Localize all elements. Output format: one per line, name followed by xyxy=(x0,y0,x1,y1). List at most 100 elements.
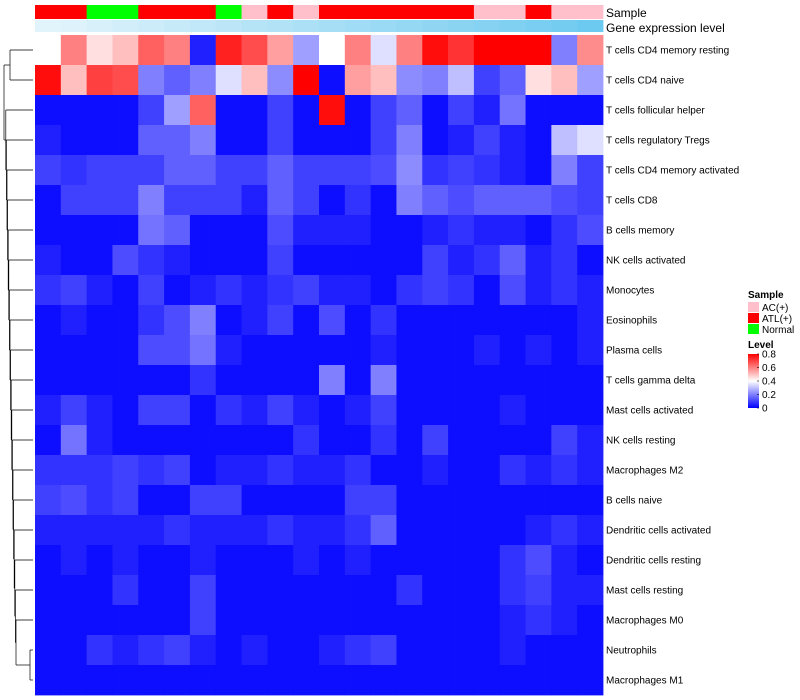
heatmap-cell xyxy=(344,515,372,546)
heatmap-cell xyxy=(370,575,397,606)
heatmap-cell xyxy=(422,635,449,666)
heatmap-cell xyxy=(525,635,552,666)
heatmap-cell xyxy=(60,545,88,576)
heatmap-cell xyxy=(551,545,578,576)
heatmap-cell xyxy=(525,545,552,576)
heatmap-cell xyxy=(499,545,526,576)
gene-annotation-cell xyxy=(86,20,113,32)
heatmap-cell xyxy=(293,155,320,186)
heatmap-cell xyxy=(344,35,372,66)
heatmap-cell xyxy=(551,365,578,396)
heatmap-cell xyxy=(164,395,191,426)
gene-annotation-cell xyxy=(473,20,501,32)
heatmap-cell xyxy=(86,215,113,246)
heatmap-cell xyxy=(189,125,217,156)
heatmap-cell xyxy=(577,35,604,66)
heatmap-cell xyxy=(189,245,217,276)
heatmap-cell xyxy=(112,185,139,216)
heatmap-cell xyxy=(189,215,217,246)
row-label: Plasma cells xyxy=(606,346,662,357)
heatmap-cell xyxy=(86,665,113,696)
heatmap-cell xyxy=(35,395,62,426)
row-label: B cells memory xyxy=(606,226,674,237)
gene-annotation-cell xyxy=(241,20,268,32)
heatmap-cell xyxy=(344,215,372,246)
heatmap-cell xyxy=(577,455,604,486)
heatmap-cell xyxy=(86,605,113,636)
heatmap-cell xyxy=(551,95,578,126)
heatmap-cell xyxy=(473,605,501,636)
sample-annotation-cell xyxy=(551,5,578,19)
heatmap-cell xyxy=(60,275,88,306)
sample-annotation-cell xyxy=(215,5,242,19)
heatmap-cell xyxy=(35,65,62,96)
heatmap-cell xyxy=(138,665,165,696)
heatmap-cell xyxy=(189,635,217,666)
heatmap-cell xyxy=(215,215,242,246)
heatmap-cell xyxy=(189,485,217,516)
heatmap-cell xyxy=(499,515,526,546)
heatmap-cell xyxy=(215,335,242,366)
heatmap-cell xyxy=(60,245,88,276)
heatmap-cell xyxy=(138,545,165,576)
heatmap-cell xyxy=(189,455,217,486)
heatmap-cell xyxy=(112,305,139,336)
sample-annotation-bar xyxy=(35,5,604,19)
gene-annotation-cell xyxy=(112,20,139,32)
heatmap-cell xyxy=(189,395,217,426)
heatmap-cell xyxy=(86,425,113,456)
sample-annotation-cell xyxy=(293,5,320,19)
heatmap-cell xyxy=(112,215,139,246)
heatmap-cell xyxy=(448,335,475,366)
heatmap-cell xyxy=(86,35,113,66)
heatmap-cell xyxy=(60,665,88,696)
heatmap-cell xyxy=(499,95,526,126)
heatmap-cell xyxy=(525,185,552,216)
heatmap-cell xyxy=(189,65,217,96)
heatmap-cell xyxy=(319,335,346,366)
heatmap-cell xyxy=(396,575,423,606)
heatmap-cell xyxy=(164,215,191,246)
heatmap-cell xyxy=(473,575,501,606)
heatmap-cell xyxy=(112,575,139,606)
heatmap-cell xyxy=(319,65,346,96)
heatmap-cell xyxy=(35,185,62,216)
heatmap-cell xyxy=(499,365,526,396)
sample-annotation-cell xyxy=(448,5,475,19)
heatmap-cell xyxy=(267,575,294,606)
heatmap-cell xyxy=(577,275,604,306)
heatmap-cell xyxy=(319,395,346,426)
heatmap-cell xyxy=(499,455,526,486)
heatmap-cell xyxy=(525,665,552,696)
heatmap-cell xyxy=(241,515,268,546)
heatmap-cell xyxy=(267,515,294,546)
heatmap-cell xyxy=(448,455,475,486)
heatmap-cell xyxy=(164,125,191,156)
row-label: Eosinophils xyxy=(606,316,657,327)
heatmap-cell xyxy=(344,65,372,96)
heatmap-cell xyxy=(577,215,604,246)
heatmap-cell xyxy=(551,125,578,156)
heatmap-cell xyxy=(138,575,165,606)
heatmap-cell xyxy=(499,335,526,366)
heatmap-cell xyxy=(370,605,397,636)
row-labels: T cells CD4 memory resting T cells CD4 na… xyxy=(606,46,739,687)
heatmap-cell xyxy=(293,275,320,306)
heatmap-cell xyxy=(164,305,191,336)
heatmap-cell xyxy=(60,635,88,666)
heatmap-cell xyxy=(499,605,526,636)
gene-annotation-cell xyxy=(577,20,604,32)
heatmap-cell xyxy=(293,65,320,96)
heatmap-cell xyxy=(86,275,113,306)
heatmap-cell xyxy=(60,125,88,156)
heatmap-cell xyxy=(551,35,578,66)
heatmap-cell xyxy=(370,65,397,96)
heatmap-cell xyxy=(267,155,294,186)
heatmap-cell xyxy=(112,515,139,546)
heatmap-cell xyxy=(396,635,423,666)
sample-annotation-cell xyxy=(525,5,552,19)
heatmap-cell xyxy=(35,485,62,516)
heatmap-cell xyxy=(267,455,294,486)
heatmap-cell xyxy=(35,95,62,126)
heatmap-cell xyxy=(396,545,423,576)
